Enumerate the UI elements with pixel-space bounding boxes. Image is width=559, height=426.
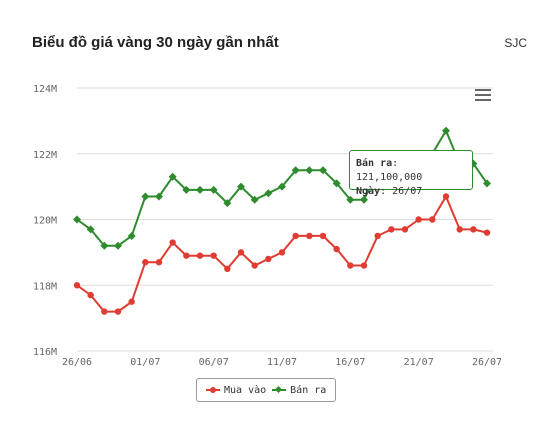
data-point-sell — [100, 241, 109, 250]
x-tick-label: 06/07 — [199, 357, 229, 368]
data-point-sell — [237, 182, 245, 191]
data-point-sell — [141, 192, 150, 201]
data-point-buy — [128, 298, 135, 305]
data-point-buy — [73, 282, 81, 289]
legend-sell-label: Bán ra — [290, 384, 327, 396]
data-point-sell — [305, 166, 314, 175]
data-point-buy — [360, 262, 368, 269]
data-point-buy — [415, 216, 422, 223]
data-point-sell — [442, 126, 450, 135]
data-point-buy — [319, 232, 327, 240]
data-point-sell — [319, 166, 327, 175]
data-point-buy — [155, 259, 163, 266]
data-point-sell — [182, 185, 191, 194]
data-point-sell — [332, 179, 341, 188]
x-tick-label: 26/07 — [472, 357, 502, 368]
tooltip-value: 121,100,000 — [356, 172, 423, 183]
data-point-buy — [429, 216, 436, 223]
data-point-sell — [483, 179, 491, 188]
data-point-buy — [333, 245, 340, 253]
data-point-buy — [210, 252, 217, 259]
y-tick-label: 124M — [33, 84, 57, 95]
data-point-buy — [251, 262, 258, 269]
legend-buy-label: Mua vào — [224, 384, 267, 396]
data-point-sell — [209, 185, 218, 194]
data-point-sell — [278, 182, 286, 191]
y-tick-label: 122M — [33, 150, 57, 161]
chart-title: Biểu đồ giá vàng 30 ngày gần nhất — [32, 34, 279, 51]
data-point-sell — [346, 195, 355, 204]
data-point-buy — [292, 232, 299, 240]
x-tick-label: 21/07 — [404, 357, 434, 368]
data-point-buy — [224, 265, 231, 273]
price-line-chart: 116M 118M 120M 122M 124M 26/06 01/07 06/07 11/07… — [33, 84, 502, 368]
data-point-buy — [265, 255, 272, 263]
x-tick-label: 26/06 — [62, 357, 92, 368]
data-point-buy — [401, 226, 409, 233]
data-point-buy — [347, 262, 354, 269]
legend-sell-marker — [272, 385, 287, 395]
data-point-sell — [73, 215, 81, 224]
hamburger-menu-icon[interactable] — [475, 89, 491, 103]
x-tick-label: 11/07 — [267, 357, 297, 368]
x-tick-label: 01/07 — [130, 357, 160, 368]
data-point-sell — [360, 195, 368, 204]
x-tick-label: 16/07 — [335, 357, 365, 368]
data-point-buy — [169, 239, 176, 246]
data-point-buy — [456, 226, 463, 233]
chart-legend: Mua vào Bán ra — [196, 378, 337, 402]
brand-label: SJC — [504, 36, 527, 50]
tooltip-date-value: 26/07 — [392, 186, 423, 197]
data-point-sell — [168, 172, 177, 181]
data-point-buy — [374, 232, 381, 240]
data-point-buy — [142, 259, 149, 266]
data-point-sell — [223, 199, 232, 208]
data-point-sell — [127, 231, 136, 240]
data-point-buy — [442, 193, 450, 200]
tooltip-series-label: Bán ra — [356, 158, 393, 169]
y-tick-label: 120M — [33, 216, 57, 227]
data-point-sell — [291, 166, 300, 175]
y-tick-label: 118M — [33, 281, 57, 292]
data-point-buy — [87, 291, 94, 299]
data-point-sell — [114, 241, 122, 250]
data-point-sell — [196, 185, 204, 194]
data-point-sell — [264, 189, 273, 198]
data-point-sell — [155, 192, 163, 201]
data-point-buy — [388, 226, 395, 233]
data-point-buy — [470, 226, 477, 233]
chart-tooltip: Bán ra: 121,100,000 Ngày: 26/07 — [349, 150, 473, 197]
tooltip-date-label: Ngày — [356, 186, 381, 197]
data-point-sell — [86, 225, 95, 234]
legend-item-sell[interactable]: Bán ra — [272, 385, 326, 396]
data-point-buy — [196, 252, 204, 259]
y-tick-label: 116M — [33, 347, 57, 358]
legend-buy-marker — [206, 385, 220, 395]
legend-item-buy[interactable]: Mua vào — [206, 385, 266, 396]
data-point-buy — [101, 308, 108, 315]
data-point-buy — [237, 249, 245, 256]
data-point-sell — [250, 195, 259, 204]
data-point-buy — [114, 308, 122, 315]
data-point-buy — [306, 232, 313, 240]
data-point-buy — [483, 229, 491, 236]
data-point-buy — [183, 252, 190, 259]
data-point-buy — [278, 249, 286, 256]
